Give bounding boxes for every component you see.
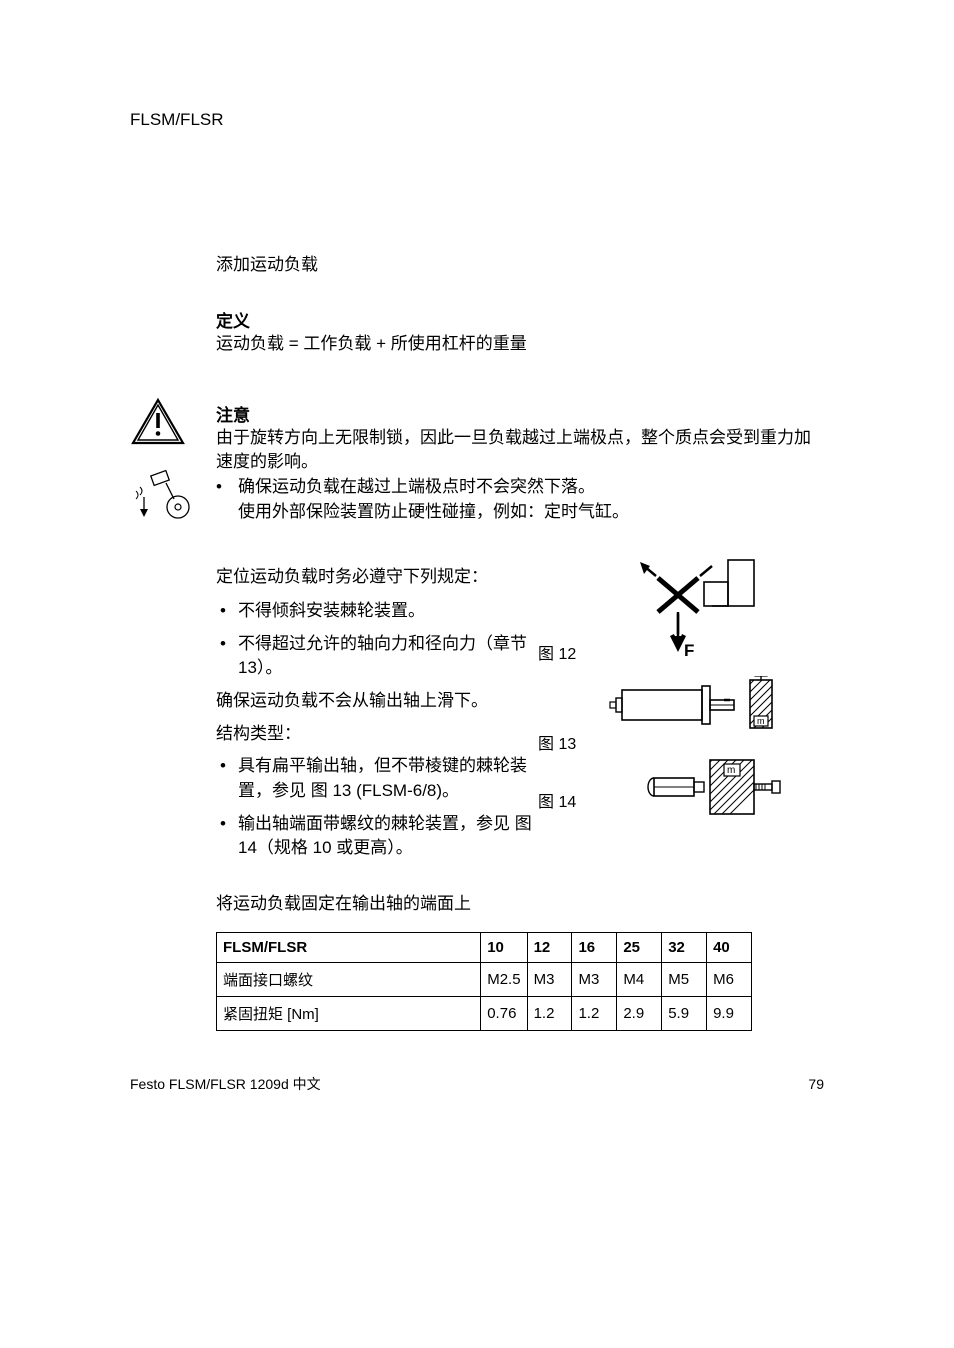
table-cell: M3 (527, 962, 572, 996)
bullet-dot: • (216, 632, 238, 681)
figure-12-icon: F (616, 556, 772, 668)
figure-14-label: 图 14 (538, 788, 576, 812)
table-cell: M5 (662, 962, 707, 996)
rule2-item-0: 具有扁平输出轴，但不带棱键的棘轮装置，参见 图 13 (FLSM-6/8)。 (238, 754, 536, 803)
rules-sub2: 结构类型： (216, 722, 536, 747)
table-cell: M2.5 (481, 962, 527, 996)
figure-13-label: 图 13 (538, 730, 576, 754)
figure-13-icon: m (592, 676, 782, 732)
svg-text:m: m (757, 716, 765, 726)
page-number: 79 (808, 1076, 824, 1092)
warning-triangle-icon (130, 397, 186, 452)
caution-bullet-1b: 使用外部保险装置防止硬性碰撞，例如：定时气缸。 (238, 502, 629, 521)
rule-item-0: 不得倾斜安装棘轮装置。 (238, 599, 536, 624)
table-cell: M4 (617, 962, 662, 996)
table-header-4: 25 (617, 932, 662, 962)
spec-table: FLSM/FLSR 10 12 16 25 32 40 端面接口螺纹 M2.5 … (216, 932, 752, 1031)
table-cell: 端面接口螺纹 (217, 962, 481, 996)
bullet-dot: • (216, 754, 238, 803)
table-cell: 1.2 (527, 996, 572, 1030)
rule-item-1: 不得超过允许的轴向力和径向力（章节 13）。 (238, 632, 536, 681)
header-model: FLSM/FLSR (130, 110, 824, 130)
table-header-1: 10 (481, 932, 527, 962)
table-row: 端面接口螺纹 M2.5 M3 M3 M4 M5 M6 (217, 962, 752, 996)
table-cell: 紧固扭矩 [Nm] (217, 996, 481, 1030)
table-cell: 1.2 (572, 996, 617, 1030)
svg-text:m: m (727, 765, 735, 776)
caution-title: 注意 (216, 401, 816, 426)
table-cell: 5.9 (662, 996, 707, 1030)
table-cell: 0.76 (481, 996, 527, 1030)
figure-14-icon: m (636, 754, 786, 820)
bullet-dot: • (216, 812, 238, 861)
table-row: FLSM/FLSR 10 12 16 25 32 40 (217, 932, 752, 962)
table-cell: M3 (572, 962, 617, 996)
table-header-2: 12 (527, 932, 572, 962)
falling-mass-icon (130, 463, 196, 530)
caution-line1: 由于旋转方向上无限制锁，因此一旦负载越过上端极点，整个质点会受到重力加速度的影响… (216, 426, 816, 475)
rule2-item-1: 输出轴端面带螺纹的棘轮装置，参见 图 14（规格 10 或更高）。 (238, 812, 536, 861)
bullet-dot: • (216, 599, 238, 624)
caution-bullet-1: 确保运动负载在越过上端极点时不会突然下落。 (238, 477, 595, 496)
table-header-3: 16 (572, 932, 617, 962)
footer-left: Festo FLSM/FLSR 1209d 中文 (130, 1074, 321, 1094)
fix-title: 将运动负载固定在输出轴的端面上 (216, 889, 816, 914)
bullet-dot: • (216, 475, 238, 524)
figure-12-label: 图 12 (538, 640, 576, 664)
table-header-6: 40 (707, 932, 752, 962)
table-header-0: FLSM/FLSR (217, 932, 481, 962)
rules-sub1: 确保运动负载不会从输出轴上滑下。 (216, 689, 536, 714)
svg-text:F: F (684, 641, 694, 660)
definition-body: 运动负载 = 工作负载 + 所使用杠杆的重量 (216, 332, 816, 357)
table-cell: M6 (707, 962, 752, 996)
rules-lead: 定位运动负载时务必遵守下列规定： (216, 562, 536, 587)
table-cell: 9.9 (707, 996, 752, 1030)
definition-title: 定义 (216, 307, 816, 332)
table-cell: 2.9 (617, 996, 662, 1030)
table-header-5: 32 (662, 932, 707, 962)
section-title: 添加运动负载 (216, 250, 816, 275)
table-row: 紧固扭矩 [Nm] 0.76 1.2 1.2 2.9 5.9 9.9 (217, 996, 752, 1030)
